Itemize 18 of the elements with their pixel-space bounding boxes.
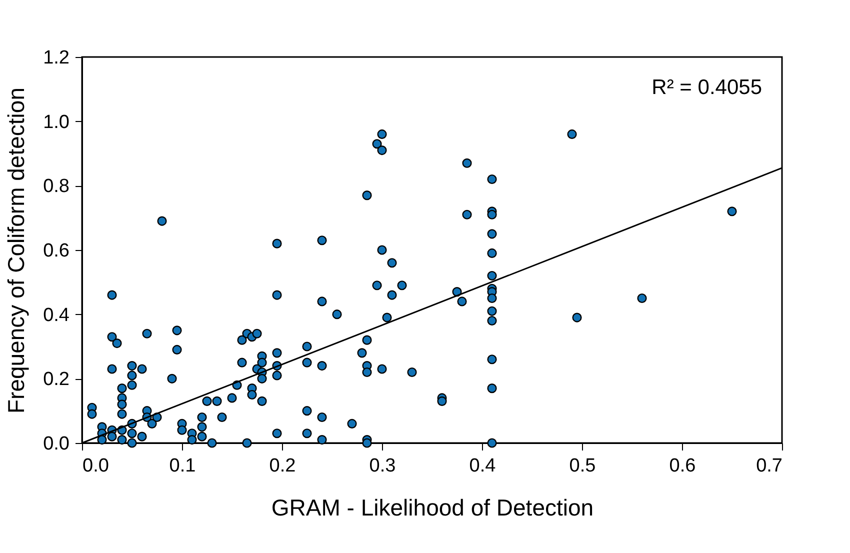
y-tick-label: 1.0 xyxy=(43,112,70,133)
y-tick-label: 0.6 xyxy=(43,240,70,262)
x-tick-label: 0.0 xyxy=(82,456,109,476)
x-tick-label: 0.3 xyxy=(369,456,396,476)
x-tick-label: 0.7 xyxy=(756,456,782,476)
x-tick-label: 0.5 xyxy=(569,456,596,476)
x-tick-label: 0.6 xyxy=(669,456,696,476)
y-tick-label: 0.4 xyxy=(43,304,70,326)
y-tick-label: 0.0 xyxy=(43,434,70,454)
annotation: R² = 0.4055 xyxy=(652,76,762,99)
x-tick-label: 0.4 xyxy=(469,456,496,476)
x-axis-title: GRAM - Likelihood of Detection xyxy=(271,494,594,520)
y-tick-label: 1.2 xyxy=(43,48,70,68)
y-axis-title: Frequency of Coliform detection xyxy=(3,88,30,414)
x-tick-label: 0.1 xyxy=(169,456,196,476)
x-tick-label: 0.2 xyxy=(269,456,296,476)
y-tick-label: 0.2 xyxy=(43,369,70,390)
y-tick-label: 0.8 xyxy=(43,176,70,198)
